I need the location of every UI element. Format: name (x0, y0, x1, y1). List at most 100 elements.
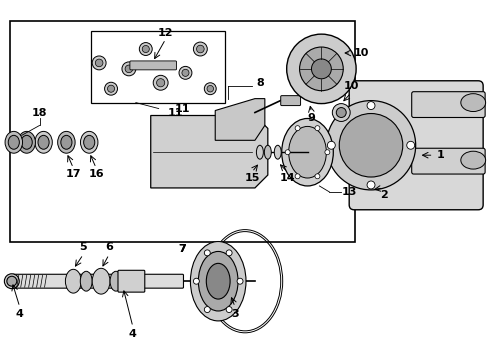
Ellipse shape (461, 151, 486, 169)
Circle shape (285, 150, 290, 155)
Ellipse shape (282, 118, 333, 186)
Circle shape (204, 83, 216, 95)
Circle shape (92, 56, 106, 70)
Bar (91, 31, 225, 103)
Ellipse shape (35, 131, 52, 153)
Circle shape (182, 69, 189, 76)
Text: 4: 4 (129, 329, 137, 339)
Text: 3: 3 (231, 309, 239, 319)
Circle shape (96, 59, 103, 67)
Text: 11: 11 (168, 108, 183, 117)
Text: 7: 7 (179, 244, 186, 255)
Circle shape (325, 44, 343, 62)
Ellipse shape (92, 268, 110, 294)
Polygon shape (215, 99, 265, 140)
Circle shape (326, 100, 416, 190)
Circle shape (207, 85, 214, 92)
Text: 11: 11 (175, 104, 190, 113)
FancyBboxPatch shape (349, 81, 483, 210)
Ellipse shape (18, 131, 35, 153)
Circle shape (153, 75, 168, 90)
Ellipse shape (8, 135, 19, 149)
Text: 4: 4 (16, 309, 24, 319)
Ellipse shape (461, 94, 486, 112)
Text: 6: 6 (105, 243, 113, 252)
Text: 5: 5 (79, 243, 87, 252)
Circle shape (204, 307, 210, 312)
Circle shape (367, 102, 375, 109)
Ellipse shape (191, 242, 246, 321)
FancyBboxPatch shape (412, 92, 485, 117)
Circle shape (327, 141, 335, 149)
Text: 7: 7 (179, 244, 186, 255)
Circle shape (142, 45, 149, 53)
Circle shape (312, 59, 331, 79)
Circle shape (226, 307, 232, 312)
Circle shape (7, 276, 17, 286)
Ellipse shape (5, 131, 23, 153)
Circle shape (336, 108, 346, 117)
Circle shape (287, 34, 356, 104)
Text: 18: 18 (32, 108, 48, 117)
Text: 14: 14 (280, 173, 295, 183)
Text: 15: 15 (244, 173, 260, 183)
Text: 16: 16 (88, 169, 104, 179)
Polygon shape (151, 116, 268, 188)
Ellipse shape (58, 131, 75, 153)
Circle shape (237, 278, 243, 284)
Ellipse shape (256, 145, 263, 159)
Text: 13: 13 (342, 187, 357, 197)
Circle shape (157, 79, 165, 87)
Text: 12: 12 (158, 28, 173, 38)
FancyBboxPatch shape (412, 148, 485, 174)
Circle shape (295, 126, 300, 131)
Circle shape (367, 181, 375, 189)
Text: 9: 9 (308, 113, 316, 123)
Ellipse shape (198, 251, 238, 311)
Ellipse shape (110, 271, 122, 291)
Circle shape (122, 62, 136, 76)
Circle shape (194, 42, 207, 56)
Text: 10: 10 (353, 48, 369, 58)
FancyBboxPatch shape (118, 270, 145, 292)
Circle shape (339, 113, 403, 177)
Circle shape (194, 278, 199, 284)
Ellipse shape (61, 135, 72, 149)
Circle shape (329, 48, 339, 58)
Circle shape (407, 141, 415, 149)
Ellipse shape (65, 269, 81, 293)
Circle shape (299, 47, 343, 91)
Circle shape (125, 65, 133, 73)
Circle shape (332, 104, 350, 121)
Text: 17: 17 (66, 169, 81, 179)
Ellipse shape (38, 135, 49, 149)
Circle shape (107, 85, 115, 92)
Text: 2: 2 (380, 190, 388, 200)
Circle shape (295, 174, 300, 179)
FancyBboxPatch shape (281, 96, 300, 105)
Circle shape (104, 82, 118, 95)
Text: 1: 1 (437, 150, 444, 160)
Circle shape (139, 42, 152, 55)
Bar (10, 21, 355, 242)
Ellipse shape (289, 126, 326, 178)
FancyBboxPatch shape (130, 61, 176, 70)
Circle shape (325, 150, 330, 155)
Circle shape (315, 174, 320, 179)
Ellipse shape (206, 264, 230, 299)
FancyBboxPatch shape (13, 274, 183, 288)
Ellipse shape (264, 145, 271, 159)
Circle shape (4, 274, 19, 289)
Circle shape (315, 126, 320, 131)
Ellipse shape (80, 131, 98, 153)
Text: 10: 10 (343, 81, 359, 91)
Circle shape (204, 250, 210, 256)
Ellipse shape (80, 271, 92, 291)
Ellipse shape (84, 135, 95, 149)
Text: 8: 8 (256, 78, 264, 88)
Circle shape (226, 250, 232, 256)
Circle shape (179, 66, 192, 79)
Ellipse shape (21, 135, 32, 149)
Circle shape (196, 45, 204, 53)
Ellipse shape (274, 145, 281, 159)
